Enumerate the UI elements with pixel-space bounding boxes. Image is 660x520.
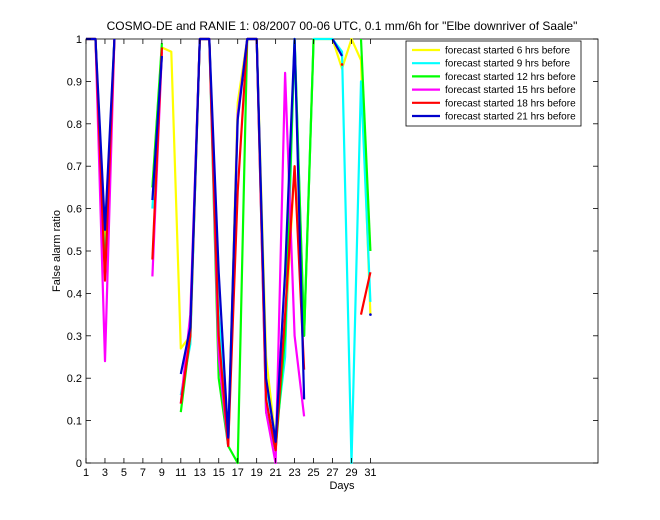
y-axis-label: False alarm ratio: [51, 210, 63, 292]
legend-entry: forecast started 15 hrs before: [445, 85, 576, 96]
x-tick-label: 31: [364, 467, 376, 479]
x-tick-label: 1: [83, 467, 89, 479]
y-tick-label: 0.8: [67, 119, 82, 131]
legend-box: [405, 40, 582, 127]
chart-title: COSMO-DE and RANIE 1: 08/2007 00-06 UTC,…: [107, 19, 578, 33]
y-tick-label: 0.2: [67, 373, 82, 385]
series-segment: [359, 38, 372, 252]
x-tick-label: 17: [232, 467, 244, 479]
x-tick-label: 19: [251, 467, 263, 479]
x-tick-label: 3: [102, 467, 108, 479]
x-tick-label: 11: [175, 467, 186, 479]
y-tick-label: 0.1: [67, 416, 82, 428]
y-tick-label: 0.7: [67, 161, 82, 173]
axis-layer: 1 3 5 7 9 11 13 15 17 19 21 23 25 27 29 3100.10.20.30.4…: [67, 34, 598, 479]
x-tick-label: 27: [326, 467, 338, 479]
series-point: [340, 63, 344, 66]
x-tick-label: 29: [345, 467, 357, 479]
series-point: [369, 313, 372, 316]
series-segment: [331, 38, 343, 57]
legend-entry: forecast started 12 hrs before: [445, 72, 576, 83]
x-tick-label: 25: [307, 467, 319, 479]
y-tick-label: 0.4: [67, 288, 82, 300]
legend-entry: forecast started 6 hrs before: [445, 46, 571, 57]
series-segment: [359, 271, 372, 315]
legend-entry: forecast started 18 hrs before: [445, 98, 576, 109]
series-segment: [179, 37, 306, 443]
x-tick-label: 13: [194, 467, 206, 479]
x-tick-label: 23: [288, 467, 300, 479]
legend: forecast started 6 hrs before forecast st…: [405, 40, 582, 127]
x-tick-label: 21: [270, 467, 282, 479]
x-axis-label: Days: [329, 480, 355, 492]
x-tick-label: 7: [140, 467, 146, 479]
legend-entry: forecast started 21 hrs before: [445, 112, 576, 123]
y-tick-label: 0.6: [67, 204, 82, 216]
y-tick-label: 0.9: [67, 76, 82, 88]
x-tick-label: 15: [213, 467, 225, 479]
x-tick-label: 5: [121, 467, 127, 479]
series-segment: [151, 55, 163, 201]
y-tick-label: 1: [76, 34, 82, 46]
y-tick-label: 0: [76, 458, 82, 470]
x-tick-label: 9: [159, 467, 165, 479]
legend-entry: forecast started 9 hrs before: [445, 59, 571, 70]
y-tick-label: 0.3: [67, 331, 82, 343]
y-tick-label: 0.5: [67, 246, 82, 258]
